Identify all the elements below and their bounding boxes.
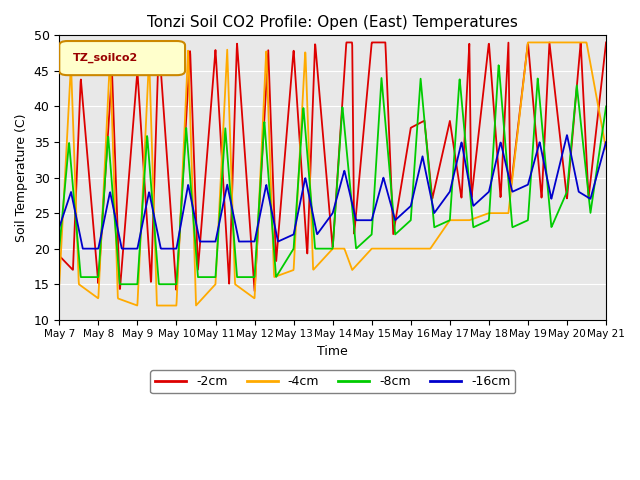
-16cm — [587, 196, 595, 202]
-4cm — [83, 288, 91, 293]
-2cm — [342, 39, 350, 45]
-4cm — [307, 204, 315, 210]
Y-axis label: Soil Temperature (C): Soil Temperature (C) — [15, 113, 28, 242]
-8cm — [495, 62, 502, 68]
-16cm — [486, 184, 494, 190]
Title: Tonzi Soil CO2 Profile: Open (East) Temperatures: Tonzi Soil CO2 Profile: Open (East) Temp… — [147, 15, 518, 30]
-2cm — [251, 288, 259, 294]
Legend: -2cm, -4cm, -8cm, -16cm: -2cm, -4cm, -8cm, -16cm — [150, 370, 515, 393]
Line: -4cm: -4cm — [60, 42, 606, 306]
-4cm — [602, 146, 610, 152]
-16cm — [587, 195, 595, 201]
-4cm — [587, 62, 595, 68]
-2cm — [587, 176, 595, 181]
Line: -2cm: -2cm — [60, 42, 606, 291]
Text: TZ_soilco2: TZ_soilco2 — [73, 53, 138, 63]
-2cm — [587, 179, 595, 184]
-2cm — [83, 150, 91, 156]
-2cm — [602, 39, 610, 45]
-4cm — [321, 254, 329, 260]
-8cm — [56, 246, 63, 252]
-4cm — [587, 61, 595, 67]
-8cm — [116, 281, 124, 287]
-8cm — [83, 274, 91, 280]
-2cm — [56, 253, 63, 259]
-16cm — [79, 246, 86, 252]
-16cm — [321, 220, 329, 226]
-16cm — [307, 202, 315, 207]
-8cm — [587, 210, 595, 216]
-8cm — [321, 246, 329, 252]
-8cm — [602, 104, 610, 109]
-4cm — [524, 39, 532, 45]
-4cm — [486, 210, 494, 216]
-16cm — [56, 225, 63, 230]
Line: -16cm: -16cm — [60, 135, 606, 249]
-8cm — [307, 195, 315, 201]
-2cm — [486, 59, 494, 65]
-16cm — [602, 139, 610, 145]
Line: -8cm: -8cm — [60, 65, 606, 284]
X-axis label: Time: Time — [317, 345, 348, 358]
-16cm — [84, 246, 92, 252]
-8cm — [486, 198, 494, 204]
-16cm — [563, 132, 571, 138]
-2cm — [307, 154, 315, 159]
FancyBboxPatch shape — [60, 41, 185, 75]
-2cm — [321, 161, 329, 167]
-4cm — [153, 303, 161, 309]
-4cm — [56, 281, 63, 287]
-8cm — [587, 208, 595, 214]
